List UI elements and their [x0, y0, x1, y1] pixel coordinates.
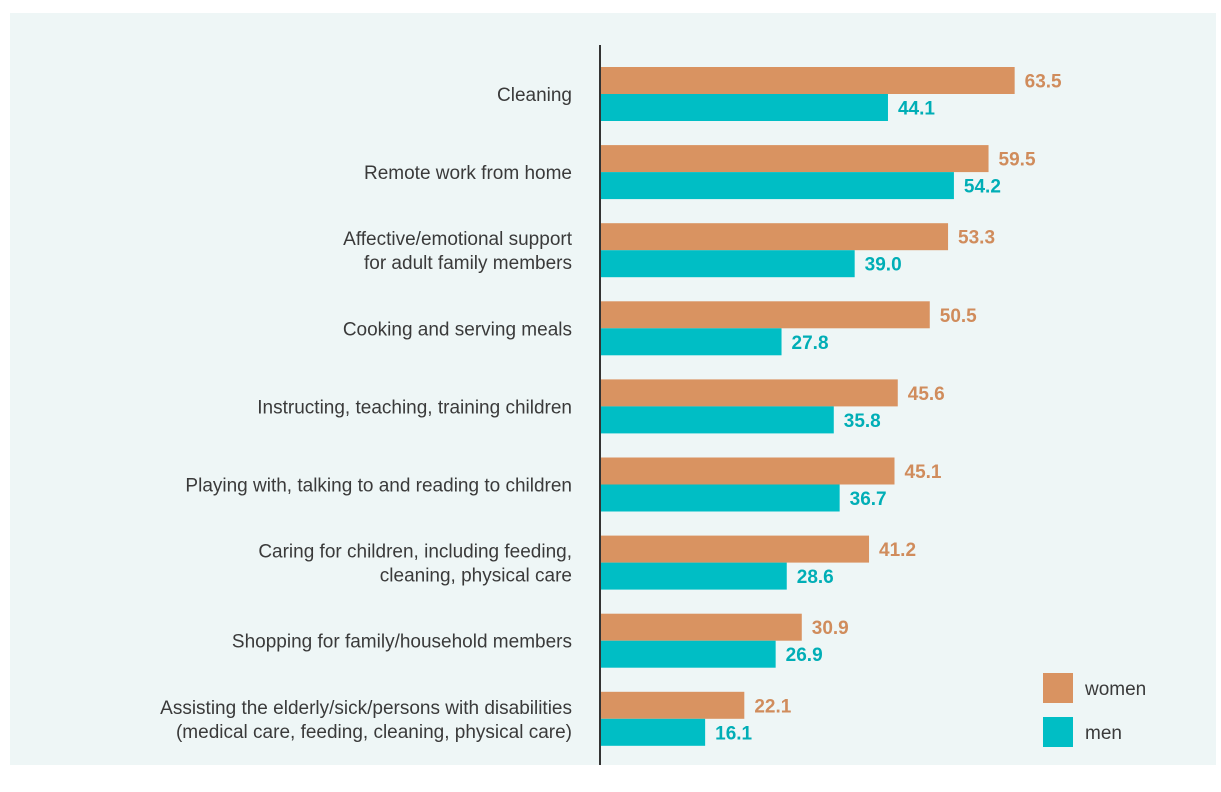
bar-women-2: [600, 223, 949, 251]
category-label-2-line-0: Affective/emotional support: [343, 229, 573, 250]
bar-women-1: [600, 145, 989, 173]
bar-men-0: [600, 94, 888, 121]
bar-chart: 63.5 44.1 59.5 54.2 53.3 39.0 50.5 27.8 45.6 35.8…: [160, 45, 1146, 765]
bar-men-2: [600, 250, 855, 278]
value-label-men-5: 36.7: [850, 489, 887, 510]
value-label-women-2: 53.3: [958, 228, 995, 249]
bar-men-7: [600, 640, 776, 668]
bar-women-7: [600, 613, 802, 641]
legend-label-men: men: [1085, 723, 1122, 744]
bar-women-8: [600, 691, 745, 719]
bar-women-6: [600, 535, 870, 563]
bar-women-5: [600, 457, 895, 485]
value-label-women-6: 41.2: [879, 540, 916, 561]
value-label-women-4: 45.6: [908, 384, 945, 405]
value-label-men-1: 54.2: [964, 177, 1001, 198]
bar-women-4: [600, 379, 898, 407]
category-label-4: Instructing, teaching, training children: [257, 397, 572, 418]
bar-women-0: [600, 67, 1015, 94]
legend-swatch-women: [1043, 673, 1073, 703]
value-label-women-7: 30.9: [812, 618, 849, 639]
value-label-men-6: 28.6: [797, 567, 834, 588]
value-label-women-1: 59.5: [999, 150, 1036, 171]
value-label-men-3: 27.8: [792, 333, 829, 354]
value-label-men-2: 39.0: [865, 255, 902, 276]
value-label-men-0: 44.1: [898, 99, 935, 120]
category-label-7: Shopping for family/household members: [232, 632, 572, 653]
category-label-6-line-0: Caring for children, including feeding,: [258, 542, 572, 563]
category-label-6-line-1: cleaning, physical care: [380, 566, 572, 587]
bar-men-5: [600, 484, 840, 512]
category-label-group: Cleaning Remote work from home Affective/e…: [160, 85, 573, 743]
category-label-0: Cleaning: [497, 85, 572, 106]
value-label-women-0: 63.5: [1025, 72, 1062, 93]
value-label-women-8: 22.1: [754, 696, 791, 717]
chart-panel: 63.5 44.1 59.5 54.2 53.3 39.0 50.5 27.8 45.6 35.8…: [10, 13, 1216, 765]
bar-men-6: [600, 562, 787, 590]
value-label-women-3: 50.5: [940, 306, 977, 327]
value-label-men-8: 16.1: [715, 723, 752, 744]
value-label-men-7: 26.9: [786, 645, 823, 666]
bar-men-4: [600, 406, 834, 434]
category-label-8-line-1: (medical care, feeding, cleaning, physic…: [176, 722, 572, 743]
legend-label-women: women: [1084, 679, 1146, 700]
bar-men-3: [600, 328, 782, 356]
category-label-1: Remote work from home: [364, 163, 572, 184]
category-label-5: Playing with, talking to and reading to …: [185, 476, 572, 497]
category-label-3: Cooking and serving meals: [343, 319, 572, 340]
legend: women men: [1043, 673, 1146, 747]
value-label-men-4: 35.8: [844, 411, 881, 432]
value-label-women-5: 45.1: [905, 462, 942, 483]
bar-group: [600, 67, 1015, 746]
bar-men-1: [600, 172, 954, 200]
value-label-group: 63.5 44.1 59.5 54.2 53.3 39.0 50.5 27.8 45.6 35.8…: [715, 72, 1062, 745]
legend-swatch-men: [1043, 717, 1073, 747]
category-label-8-line-0: Assisting the elderly/sick/persons with …: [160, 698, 572, 719]
bar-men-8: [600, 718, 706, 746]
bar-women-3: [600, 301, 930, 329]
category-label-2-line-1: for adult family members: [364, 253, 572, 274]
